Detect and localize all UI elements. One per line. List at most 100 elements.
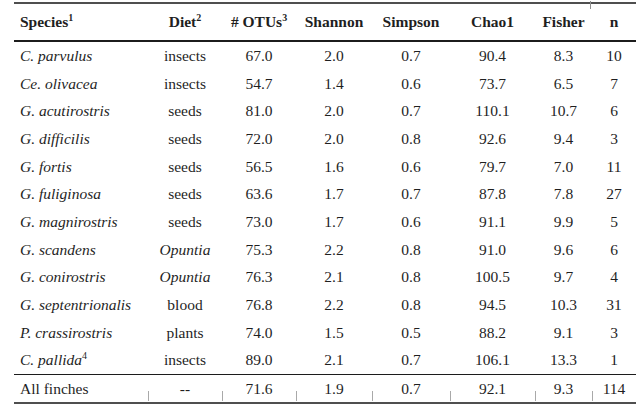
species-name: All finches (20, 380, 88, 397)
column-header-chao1: Chao1 (450, 3, 535, 41)
value-cell: 76.8 (222, 291, 296, 319)
value-cell: 106.1 (450, 347, 535, 375)
value-cell: 79.7 (450, 153, 535, 181)
species-cell: G. magnirostris (14, 208, 148, 236)
column-header-label: Chao1 (471, 13, 514, 30)
value-cell: 7 (592, 70, 636, 98)
species-cell: G. septentrionalis (14, 291, 148, 319)
table-row: C. parvulusinsects67.02.00.790.48.310 (14, 41, 636, 70)
species-cell: C. pallida4 (14, 347, 148, 375)
column-header-label: Shannon (305, 13, 364, 30)
species-cell: G. fortis (14, 153, 148, 181)
diet-cell: Opuntia (148, 236, 222, 264)
diet-label: seeds (168, 213, 202, 230)
value-cell: 73.7 (450, 70, 535, 98)
table-footer: All finches--71.61.90.792.19.3114 (14, 375, 636, 404)
column-header-label: Simpson (383, 13, 440, 30)
table-row: G. acutirostrisseeds81.02.00.7110.110.76 (14, 97, 636, 125)
column-header-label: Diet (169, 13, 197, 30)
diversity-table: Species1Diet2# OTUs3ShannonSimpsonChao1F… (14, 2, 636, 404)
species-cell: G. difficilis (14, 125, 148, 153)
grid-tick (450, 391, 451, 401)
column-header-otus: # OTUs3 (222, 3, 296, 41)
value-cell: 54.7 (222, 70, 296, 98)
grid-tick (590, 1, 591, 9)
value-cell: 0.8 (372, 264, 450, 292)
table-row: G. difficilisseeds72.02.00.892.69.43 (14, 125, 636, 153)
diet-label: -- (180, 380, 190, 397)
diet-label: plants (166, 324, 203, 341)
value-cell: 9.3 (535, 375, 592, 404)
species-name: G. magnirostris (20, 213, 118, 230)
column-header-n: n (592, 3, 636, 41)
value-cell: 0.7 (372, 180, 450, 208)
diet-label: seeds (168, 102, 202, 119)
value-cell: 0.6 (372, 208, 450, 236)
table-row: P. crassirostrisplants74.01.50.588.29.13 (14, 319, 636, 347)
table-body: C. parvulusinsects67.02.00.790.48.310Ce.… (14, 41, 636, 375)
grid-tick (535, 391, 536, 401)
value-cell: 0.8 (372, 125, 450, 153)
diet-label: seeds (168, 158, 202, 175)
value-cell: 3 (592, 319, 636, 347)
value-cell: 9.1 (535, 319, 592, 347)
species-name: P. crassirostris (20, 324, 112, 341)
grid-tick (222, 391, 223, 401)
value-cell: 76.3 (222, 264, 296, 292)
diet-cell: seeds (148, 180, 222, 208)
value-cell: 89.0 (222, 347, 296, 375)
value-cell: 2.2 (296, 291, 372, 319)
value-cell: 0.6 (372, 153, 450, 181)
diet-cell: seeds (148, 97, 222, 125)
value-cell: 13.3 (535, 347, 592, 375)
column-header-simpson: Simpson (372, 3, 450, 41)
value-cell: 1.7 (296, 208, 372, 236)
value-cell: 9.7 (535, 264, 592, 292)
value-cell: 63.6 (222, 180, 296, 208)
value-cell: 2.0 (296, 125, 372, 153)
diet-cell: insects (148, 347, 222, 375)
table-header: Species1Diet2# OTUs3ShannonSimpsonChao1F… (14, 3, 636, 41)
value-cell: 6.5 (535, 70, 592, 98)
value-cell: 0.6 (372, 70, 450, 98)
column-header-label: # OTUs (231, 13, 282, 30)
value-cell: 10.3 (535, 291, 592, 319)
value-cell: 11 (592, 153, 636, 181)
value-cell: 31 (592, 291, 636, 319)
column-header-label: Fisher (542, 13, 584, 30)
value-cell: 1.9 (296, 375, 372, 404)
diet-label: Opuntia (160, 241, 211, 258)
species-cell: Ce. olivacea (14, 70, 148, 98)
value-cell: 10.7 (535, 97, 592, 125)
column-header-label: n (610, 13, 619, 30)
table-row: G. fuliginosaseeds63.61.70.787.87.827 (14, 180, 636, 208)
value-cell: 110.1 (450, 97, 535, 125)
value-cell: 6 (592, 97, 636, 125)
species-cell: G. conirostris (14, 264, 148, 292)
grid-tick (592, 391, 593, 401)
value-cell: 94.5 (450, 291, 535, 319)
value-cell: 4 (592, 264, 636, 292)
diet-label: seeds (168, 130, 202, 147)
species-cell: G. scandens (14, 236, 148, 264)
table-row: G. conirostrisOpuntia76.32.10.8100.59.74 (14, 264, 636, 292)
value-cell: 88.2 (450, 319, 535, 347)
diet-cell: seeds (148, 153, 222, 181)
species-cell: C. parvulus (14, 41, 148, 70)
value-cell: 100.5 (450, 264, 535, 292)
grid-tick (148, 391, 149, 401)
value-cell: 9.4 (535, 125, 592, 153)
header-row: Species1Diet2# OTUs3ShannonSimpsonChao1F… (14, 3, 636, 41)
column-header-diet: Diet2 (148, 3, 222, 41)
value-cell: 2.2 (296, 236, 372, 264)
column-header-label-superscript: 2 (196, 11, 201, 22)
footer-row: All finches--71.61.90.792.19.3114 (14, 375, 636, 404)
species-name: G. fuliginosa (20, 185, 101, 202)
species-name: G. difficilis (20, 130, 90, 147)
grid-tick (296, 391, 297, 401)
value-cell: 1.7 (296, 180, 372, 208)
paper-table-page: Species1Diet2# OTUs3ShannonSimpsonChao1F… (0, 0, 638, 406)
column-header-label-superscript: 1 (68, 11, 73, 22)
species-name: G. fortis (20, 158, 72, 175)
value-cell: 7.8 (535, 180, 592, 208)
